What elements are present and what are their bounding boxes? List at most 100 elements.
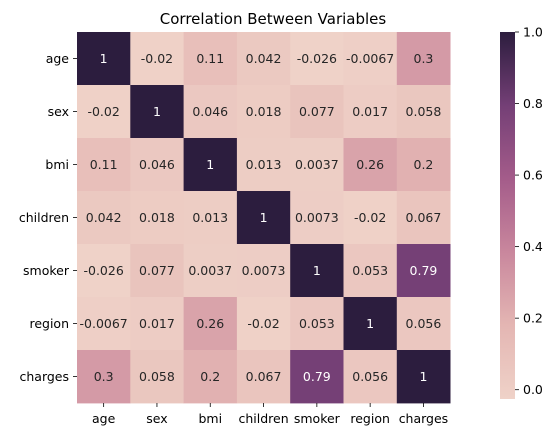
cell-value-label: 0.013 [246, 157, 282, 172]
heatmap-cell-sex-smoker [290, 85, 344, 139]
heatmap-cell-age-children [236, 32, 291, 86]
cell-value-label: 1 [313, 263, 321, 278]
cell-value-label: 1 [419, 369, 427, 384]
cell-value-label: 0.2 [200, 369, 220, 384]
heatmap-cell-region-region [343, 297, 398, 351]
heatmap-cell-smoker-sex [130, 244, 184, 298]
heatmap-cell-sex-age [77, 85, 131, 139]
heatmap-cell-smoker-children [236, 244, 291, 298]
heatmap-cell-region-children [236, 297, 291, 351]
heatmap-cell-age-sex [130, 32, 184, 86]
colorbar-gradient [500, 32, 515, 399]
heatmap-cells [77, 32, 451, 404]
heatmap-cell-sex-bmi [183, 85, 238, 139]
heatmap-cell-children-sex [130, 191, 184, 245]
cell-value-label: 1 [366, 316, 374, 331]
cell-value-label: 0.053 [299, 316, 335, 331]
cell-value-label: 0.0037 [188, 263, 232, 278]
heatmap-cell-smoker-age [77, 244, 131, 298]
heatmap-cell-children-smoker [290, 191, 344, 245]
cell-value-label: 0.046 [139, 157, 175, 172]
cell-value-label: 0.0037 [295, 157, 339, 172]
cell-value-label: 0.2 [414, 157, 434, 172]
cell-value-label: -0.026 [297, 51, 337, 66]
cell-value-label: 0.79 [410, 263, 438, 278]
colorbar-tick-label: 0.4 [523, 239, 543, 254]
colorbar-tick-labels: 0.0 0.2 0.4 0.6 0.8 1.0 [515, 25, 543, 397]
colorbar: 0.0 0.2 0.4 0.6 0.8 1.0 [500, 25, 543, 399]
heatmap-cell-charges-children [236, 350, 291, 404]
heatmap-cell-age-region [343, 32, 398, 86]
heatmap-cell-region-bmi [183, 297, 238, 351]
cell-value-label: 0.077 [299, 104, 335, 119]
cell-value-label: 0.046 [192, 104, 228, 119]
heatmap-cell-bmi-sex [130, 138, 184, 192]
row-tick-label-bmi: bmi [45, 157, 69, 172]
heatmap-cell-region-smoker [290, 297, 344, 351]
cell-value-label: 0.11 [90, 157, 118, 172]
column-tick-labels: age sex bmi children smoker region charges [92, 403, 448, 426]
heatmap-cell-charges-bmi [183, 350, 238, 404]
heatmap-cell-bmi-region [343, 138, 398, 192]
cell-value-label: 1 [260, 210, 268, 225]
cell-value-label: 0.3 [94, 369, 114, 384]
cell-value-label: 0.3 [414, 51, 434, 66]
heatmap-cell-age-smoker [290, 32, 344, 86]
cell-value-label: 0.017 [139, 316, 175, 331]
heatmap-cell-bmi-children [236, 138, 291, 192]
cell-value-label: 0.0073 [295, 210, 339, 225]
heatmap-cell-smoker-smoker [290, 244, 344, 298]
row-tick-labels: age sex bmi children smoker region charges [19, 51, 77, 384]
heatmap-cell-region-sex [130, 297, 184, 351]
cell-value-label: 0.018 [139, 210, 175, 225]
column-tick-label-charges: charges [399, 411, 449, 426]
colorbar-tick-label: 0.6 [523, 168, 543, 183]
heatmap-cell-smoker-bmi [183, 244, 238, 298]
heatmap-cell-bmi-smoker [290, 138, 344, 192]
heatmap-cell-region-age [77, 297, 131, 351]
heatmap-cell-charges-region [343, 350, 398, 404]
heatmap-cell-charges-smoker [290, 350, 344, 404]
cell-value-label: -0.0067 [80, 316, 128, 331]
cell-value-label: -0.02 [354, 210, 386, 225]
cell-value-label: 0.042 [86, 210, 122, 225]
cell-value-label: 0.018 [246, 104, 282, 119]
colorbar-tick-label: 0.2 [523, 311, 543, 326]
heatmap-cell-charges-age [77, 350, 131, 404]
cell-value-label: 0.077 [139, 263, 175, 278]
heatmap-cell-smoker-region [343, 244, 398, 298]
heatmap-cell-bmi-bmi [183, 138, 238, 192]
colorbar-tick-label: 0.8 [523, 96, 543, 111]
cell-value-label: 0.058 [139, 369, 175, 384]
heatmap-cell-bmi-age [77, 138, 131, 192]
cell-value-label: 0.067 [406, 210, 442, 225]
heatmap-cell-children-charges [396, 191, 451, 245]
cell-value-label: -0.02 [141, 51, 173, 66]
heatmap-cell-sex-region [343, 85, 398, 139]
row-tick-label-region: region [29, 316, 69, 331]
colorbar-tick-label: 1.0 [523, 25, 543, 40]
row-tick-label-smoker: smoker [23, 263, 70, 278]
heatmap-cell-children-children [236, 191, 291, 245]
cell-value-label: 1 [100, 51, 108, 66]
column-tick-label-children: children [238, 411, 288, 426]
cell-value-label: 0.058 [406, 104, 442, 119]
cell-value-label: 0.11 [196, 51, 224, 66]
cell-value-label: 0.0073 [242, 263, 286, 278]
heatmap-cell-charges-charges [396, 350, 451, 404]
cell-value-label: 0.79 [303, 369, 331, 384]
cell-value-label: 1 [153, 104, 161, 119]
cell-value-label: 0.067 [246, 369, 282, 384]
heatmap-cell-charges-sex [130, 350, 184, 404]
row-tick-label-age: age [46, 51, 70, 66]
cell-value-label: 0.26 [356, 157, 384, 172]
column-tick-label-smoker: smoker [294, 411, 341, 426]
heatmap-cell-age-bmi [183, 32, 238, 86]
heatmap-cell-age-age [77, 32, 131, 86]
row-tick-label-charges: charges [19, 369, 69, 384]
heatmap-cell-labels: 1 -0.02 0.11 0.042 -0.026 -0.0067 0.3 -0.02 1 0.0… [80, 51, 442, 384]
cell-value-label: -0.026 [84, 263, 124, 278]
cell-value-label: -0.02 [87, 104, 119, 119]
heatmap-cell-smoker-charges [396, 244, 451, 298]
